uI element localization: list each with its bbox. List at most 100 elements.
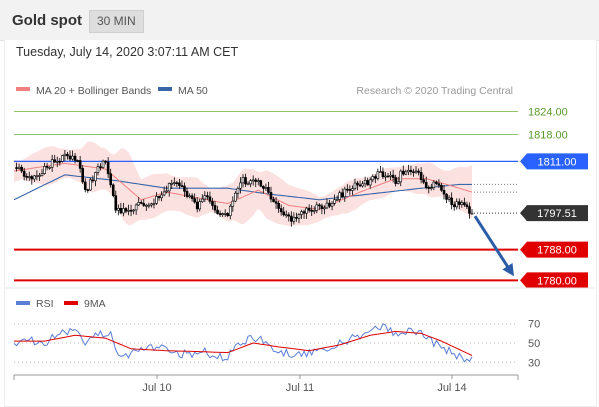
candle-body	[119, 208, 123, 214]
candle-body	[20, 166, 23, 172]
candle-body	[111, 184, 115, 196]
candle-body	[455, 201, 459, 208]
candle-body	[351, 188, 354, 191]
candle-body	[190, 195, 194, 199]
level-label-resistance: 1818.00	[528, 130, 568, 142]
candle-body	[236, 188, 240, 194]
timeframe-badge[interactable]: 30 MIN	[89, 10, 144, 33]
candle-body	[470, 212, 474, 215]
candle-body	[139, 202, 143, 204]
candle-body	[457, 201, 461, 205]
candle-body	[68, 155, 72, 160]
candle-body	[53, 159, 57, 163]
candle-body	[333, 199, 336, 204]
candle-body	[384, 175, 387, 178]
forecast-arrow-shaft	[473, 215, 512, 272]
candle-body	[183, 185, 186, 192]
candle-body	[346, 188, 349, 191]
candle-body	[81, 168, 84, 183]
candle-body	[244, 177, 247, 185]
candle-body	[35, 175, 39, 178]
candle-body	[76, 160, 79, 162]
candle-body	[101, 160, 105, 168]
candle-body	[404, 171, 408, 175]
candle-body	[226, 213, 230, 217]
candle-body	[284, 214, 288, 217]
candle-body	[249, 180, 252, 185]
candle-body	[305, 207, 308, 214]
candle-body	[374, 176, 377, 179]
forecast-arrowhead	[502, 263, 514, 277]
candle-body	[310, 210, 314, 212]
candle-body	[274, 201, 278, 204]
level-label-resistance: 1824.00	[528, 107, 568, 119]
candle-body	[152, 203, 156, 205]
candle-body	[409, 169, 413, 173]
candle-body	[165, 190, 168, 193]
legend-swatch	[158, 87, 172, 91]
candle-body	[358, 184, 362, 187]
x-tick-label: Jul 10	[142, 382, 171, 394]
candle-body	[66, 153, 69, 157]
candle-body	[99, 166, 102, 168]
candle-body	[195, 201, 199, 210]
price-levels: 1824.00 1818.00 1811.00 1788.00 1780.00	[14, 107, 588, 289]
candle-body	[40, 173, 44, 176]
candle-body	[440, 184, 443, 191]
level-tag-pivot	[520, 153, 588, 170]
candle-body	[106, 161, 110, 175]
legend-label: 9MA	[84, 298, 106, 310]
level-label-pivot: 1811.00	[538, 156, 577, 168]
candle-body	[94, 172, 97, 182]
candle-body	[33, 175, 36, 180]
candle-body	[160, 194, 163, 199]
candle-body	[381, 171, 385, 178]
candle-body	[328, 202, 331, 207]
candle-body	[241, 177, 245, 184]
candle-body	[137, 202, 140, 206]
candle-body	[234, 192, 237, 202]
candle-body	[180, 185, 184, 187]
candle-body	[228, 205, 232, 217]
candle-body	[447, 197, 451, 200]
candle-body	[45, 166, 49, 168]
instrument-title: Gold spot	[12, 12, 82, 29]
candle-body	[213, 205, 217, 211]
candle-body	[208, 196, 212, 202]
candle-body	[147, 204, 151, 207]
candle-body	[335, 199, 339, 201]
candle-body	[376, 171, 380, 179]
candle-body	[307, 207, 311, 211]
candle-body	[368, 179, 372, 186]
candle-body	[55, 161, 59, 163]
legend-swatch	[64, 301, 78, 305]
candle-body	[104, 160, 107, 163]
candle-body	[91, 179, 95, 182]
candle-body	[277, 202, 280, 209]
candle-body	[114, 195, 118, 211]
candle-body	[83, 181, 87, 190]
candle-body	[386, 175, 390, 178]
candle-body	[231, 200, 235, 207]
candle-body	[412, 171, 415, 174]
candle-body	[167, 183, 171, 192]
candle-body	[371, 176, 375, 181]
candle-body	[394, 177, 397, 184]
candle-body	[353, 182, 357, 189]
candle-body	[323, 207, 326, 210]
candle-body	[198, 201, 202, 210]
rsi-tick-label: 70	[528, 319, 540, 331]
price-legend: MA 20 + Bollinger Bands MA 50	[16, 85, 208, 97]
candle-body	[379, 171, 382, 173]
candle-body	[340, 192, 344, 198]
candle-body	[185, 191, 189, 197]
candle-body	[43, 166, 46, 174]
candle-body	[348, 189, 352, 191]
candle-body	[407, 169, 410, 173]
candle-body	[424, 181, 428, 188]
candle-body	[264, 186, 268, 189]
candle-body	[290, 215, 293, 222]
candle-body	[292, 217, 296, 222]
